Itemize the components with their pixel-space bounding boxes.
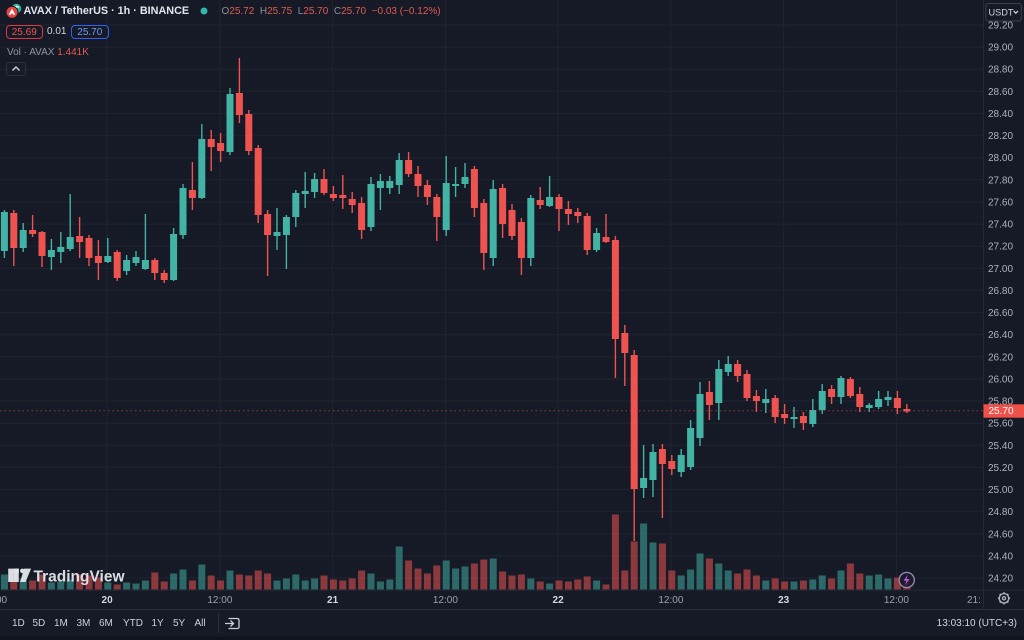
svg-text:28.40: 28.40 xyxy=(988,109,1013,120)
svg-text:25.00: 25.00 xyxy=(988,485,1013,496)
svg-text:23: 23 xyxy=(778,595,790,606)
svg-text:21:: 21: xyxy=(967,595,981,606)
svg-text:12:00: 12:00 xyxy=(884,595,909,606)
svg-text:12:00: 12:00 xyxy=(433,595,458,606)
svg-text:25.40: 25.40 xyxy=(988,441,1013,452)
svg-text:12:00: 12:00 xyxy=(207,595,232,606)
svg-text:24.20: 24.20 xyxy=(988,574,1013,585)
svg-text:26.20: 26.20 xyxy=(988,352,1013,363)
svg-text:TradingView: TradingView xyxy=(34,569,126,586)
svg-text:20: 20 xyxy=(102,595,114,606)
svg-text:28.00: 28.00 xyxy=(988,153,1013,164)
svg-text:27.60: 27.60 xyxy=(988,198,1013,209)
svg-text:25.80: 25.80 xyxy=(988,397,1013,408)
svg-text:24.60: 24.60 xyxy=(988,529,1013,540)
svg-text:25.20: 25.20 xyxy=(988,463,1013,474)
svg-text:27.40: 27.40 xyxy=(988,220,1013,231)
svg-text:00: 00 xyxy=(0,595,8,606)
svg-text:USDT: USDT xyxy=(989,7,1014,17)
svg-text:25.60: 25.60 xyxy=(988,419,1013,430)
svg-text:27.80: 27.80 xyxy=(988,175,1013,186)
svg-text:27.00: 27.00 xyxy=(988,264,1013,275)
svg-text:24.80: 24.80 xyxy=(988,507,1013,518)
svg-text:25.70: 25.70 xyxy=(989,406,1014,417)
svg-text:21: 21 xyxy=(327,595,339,606)
svg-text:24.40: 24.40 xyxy=(988,551,1013,562)
svg-text:28.60: 28.60 xyxy=(988,87,1013,98)
svg-text:26.80: 26.80 xyxy=(988,286,1013,297)
svg-text:27.20: 27.20 xyxy=(988,242,1013,253)
svg-text:12:00: 12:00 xyxy=(658,595,683,606)
svg-text:26.60: 26.60 xyxy=(988,308,1013,319)
svg-text:28.80: 28.80 xyxy=(988,65,1013,76)
svg-text:22: 22 xyxy=(553,595,565,606)
svg-text:29.20: 29.20 xyxy=(988,21,1013,32)
svg-text:26.00: 26.00 xyxy=(988,374,1013,385)
svg-text:29.00: 29.00 xyxy=(988,43,1013,54)
svg-text:26.40: 26.40 xyxy=(988,330,1013,341)
svg-text:28.20: 28.20 xyxy=(988,131,1013,142)
